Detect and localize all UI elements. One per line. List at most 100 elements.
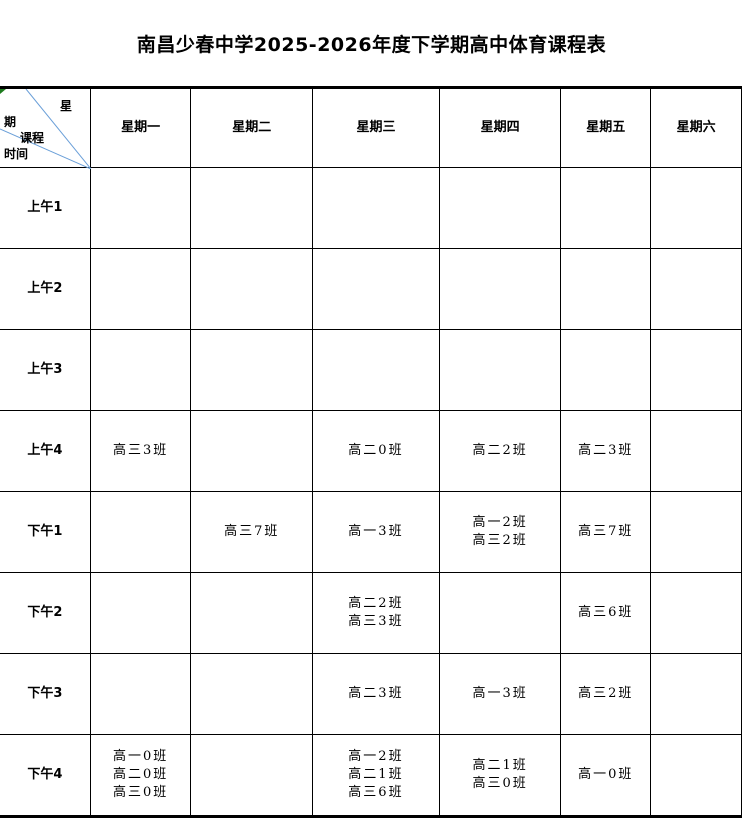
day-header: 星期四 bbox=[438, 87, 562, 168]
schedule-cell bbox=[89, 653, 192, 735]
class-entry: 高三2班 bbox=[578, 686, 634, 701]
corner-label-shijian: 时间 bbox=[4, 147, 29, 161]
schedule-cell bbox=[89, 248, 192, 330]
schedule-cell bbox=[650, 653, 742, 735]
schedule-cell: 高二1班高三0班 bbox=[438, 734, 562, 817]
time-slot-label: 下午4 bbox=[0, 734, 91, 817]
schedule-cell bbox=[560, 248, 652, 330]
class-entry: 高二3班 bbox=[578, 443, 634, 458]
schedule-cell bbox=[89, 329, 192, 411]
table-row: 上午4 高三3班 高二0班 高二2班 高二3班 bbox=[0, 410, 742, 492]
schedule-cell: 高三7班 bbox=[560, 491, 652, 573]
time-slot-label: 上午2 bbox=[0, 248, 91, 330]
class-entry: 高三0班 bbox=[472, 776, 528, 791]
time-slot-label: 上午4 bbox=[0, 410, 91, 492]
schedule-cell bbox=[190, 734, 314, 817]
class-entry: 高三7班 bbox=[578, 524, 634, 539]
day-header: 星期六 bbox=[650, 87, 742, 168]
schedule-cell bbox=[650, 248, 742, 330]
class-entry: 高二1班 bbox=[472, 758, 528, 773]
table-row: 下午4 高一0班 高二0班 高三0班 高一2班 高二1班 高三6班 高二1班 高三0班 高一0班 bbox=[0, 734, 742, 817]
schedule-cell: 高一0班 bbox=[560, 734, 652, 817]
class-entry: 高二2班 bbox=[348, 596, 404, 611]
class-entry: 高三7班 bbox=[224, 524, 280, 539]
schedule-cell bbox=[650, 167, 742, 249]
schedule-cell: 高一3班 bbox=[438, 653, 562, 735]
corner-header-cell: 星 期 课程 时间 bbox=[0, 87, 91, 169]
schedule-cell bbox=[190, 329, 314, 411]
schedule-cell bbox=[438, 167, 562, 249]
class-entry: 高二0班 bbox=[112, 767, 169, 782]
class-entry: 高一2班 bbox=[348, 749, 404, 764]
schedule-cell bbox=[190, 653, 314, 735]
schedule-cell bbox=[438, 329, 562, 411]
class-entry: 高一0班 bbox=[578, 767, 634, 782]
class-entry: 高三2班 bbox=[472, 533, 528, 548]
time-slot-label: 下午2 bbox=[0, 572, 91, 654]
class-entry: 高一3班 bbox=[472, 686, 528, 701]
day-header: 星期一 bbox=[89, 87, 192, 168]
schedule-cell: 高二0班 bbox=[312, 410, 440, 492]
schedule-cell bbox=[190, 572, 314, 654]
schedule-cell: 高一0班高二0班高三0班 bbox=[89, 734, 192, 817]
schedule-cell bbox=[650, 410, 742, 492]
schedule-cell bbox=[190, 167, 314, 249]
class-entry: 高三3班 bbox=[112, 443, 169, 458]
class-entry: 高三6班 bbox=[348, 785, 404, 800]
day-header: 星期三 bbox=[312, 87, 440, 168]
table-row: 下午1 高三7班 高一3班 高一2班高三2班 高三7班 bbox=[0, 491, 742, 573]
time-slot-label: 下午3 bbox=[0, 653, 91, 735]
schedule-cell: 高三3班 bbox=[89, 410, 192, 492]
schedule-cell: 高三7班 bbox=[190, 491, 314, 573]
schedule-cell bbox=[89, 491, 192, 573]
schedule-cell: 高一2班高二1班高三6班 bbox=[312, 734, 440, 817]
table-row: 上午1 bbox=[0, 167, 742, 249]
schedule-cell: 高三2班 bbox=[560, 653, 652, 735]
schedule-cell bbox=[560, 167, 652, 249]
class-entry: 高一3班 bbox=[348, 524, 404, 539]
time-slot-label: 上午3 bbox=[0, 329, 91, 411]
table-row: 上午2 bbox=[0, 248, 742, 330]
schedule-cell bbox=[190, 410, 314, 492]
corner-label-qi: 期 bbox=[4, 115, 17, 129]
schedule-cell bbox=[650, 734, 742, 817]
table-row: 下午2 高二2班高三3班 高三6班 bbox=[0, 572, 742, 654]
schedule-cell: 高二3班 bbox=[312, 653, 440, 735]
diagonal-lines bbox=[0, 89, 91, 169]
schedule-cell bbox=[89, 167, 192, 249]
schedule-cell bbox=[650, 572, 742, 654]
class-entry: 高三0班 bbox=[112, 785, 169, 800]
schedule-cell: 高二2班 bbox=[438, 410, 562, 492]
schedule-cell: 高三6班 bbox=[560, 572, 652, 654]
class-entry: 高三3班 bbox=[348, 614, 404, 629]
class-entry: 高二3班 bbox=[348, 686, 404, 701]
class-entry: 高二0班 bbox=[348, 443, 404, 458]
schedule-cell bbox=[312, 248, 440, 330]
class-entry: 高二1班 bbox=[348, 767, 404, 782]
day-header: 星期二 bbox=[190, 87, 314, 168]
schedule-cell bbox=[190, 248, 314, 330]
schedule-cell bbox=[438, 248, 562, 330]
day-header: 星期五 bbox=[560, 87, 652, 168]
class-entry: 高二2班 bbox=[472, 443, 528, 458]
table-row: 上午3 bbox=[0, 329, 742, 411]
schedule-table: 星 期 课程 时间 星期一 星期二 星期三 星期四 星期五 星期六 上午1 上午2 上午3 上午… bbox=[0, 86, 742, 818]
class-entry: 高一0班 bbox=[112, 749, 169, 764]
schedule-cell: 高二3班 bbox=[560, 410, 652, 492]
schedule-cell bbox=[312, 329, 440, 411]
time-slot-label: 上午1 bbox=[0, 167, 91, 249]
page-title: 南昌少春中学2025-2026年度下学期高中体育课程表 bbox=[136, 34, 607, 56]
schedule-cell bbox=[438, 572, 562, 654]
schedule-cell bbox=[89, 572, 192, 654]
time-slot-label: 下午1 bbox=[0, 491, 91, 573]
schedule-cell: 高一3班 bbox=[312, 491, 440, 573]
schedule-cell bbox=[560, 329, 652, 411]
schedule-cell bbox=[650, 491, 742, 573]
schedule-cell: 高一2班高三2班 bbox=[438, 491, 562, 573]
table-row: 下午3 高二3班 高一3班 高三2班 bbox=[0, 653, 742, 735]
class-entry: 高一2班 bbox=[472, 515, 528, 530]
corner-label-xing: 星 bbox=[60, 99, 73, 113]
class-entry: 高三6班 bbox=[578, 605, 634, 620]
schedule-cell bbox=[650, 329, 742, 411]
schedule-cell: 高二2班高三3班 bbox=[312, 572, 440, 654]
